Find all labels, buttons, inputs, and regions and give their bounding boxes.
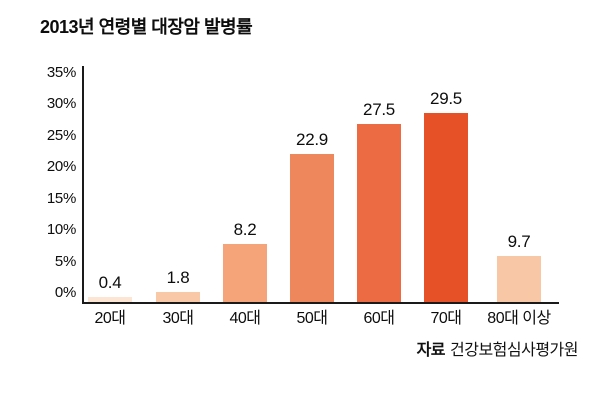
- bar-80대 이상: [497, 256, 541, 302]
- bar-value-label: 29.5: [430, 89, 462, 108]
- bar-value-label: 8.2: [233, 220, 257, 239]
- bar-value-label: 27.5: [363, 100, 395, 119]
- y-axis-tick-label: 30%: [46, 95, 76, 113]
- bar-value-label: 22.9: [296, 130, 328, 149]
- bar-value-label: 0.4: [98, 273, 122, 292]
- source-value: 건강보험심사평가원: [450, 342, 578, 359]
- bar-40대: [223, 244, 267, 302]
- y-axis-tick-label: 10%: [46, 221, 76, 239]
- x-axis-label: 20대: [94, 310, 126, 327]
- bar-value-label: 9.7: [507, 232, 531, 251]
- source-label: 자료: [416, 342, 446, 359]
- y-axis-tick-label: 25%: [46, 126, 76, 144]
- x-axis-label: 80대 이상: [487, 310, 551, 327]
- bar-30대: [156, 292, 200, 302]
- y-axis-line: [82, 66, 84, 304]
- bar-value-label: 1.8: [166, 268, 190, 287]
- y-axis-tick-label: 20%: [46, 158, 76, 176]
- x-axis-label: 50대: [296, 310, 328, 327]
- y-axis-tick-label: 15%: [46, 189, 76, 207]
- bar-60대: [357, 124, 401, 302]
- bar-50대: [290, 154, 334, 302]
- x-axis-label: 60대: [363, 310, 395, 327]
- x-axis-label: 40대: [229, 310, 261, 327]
- chart-title: 2013년 연령별 대장암 발병률: [40, 17, 253, 37]
- x-axis-label: 30대: [162, 310, 194, 327]
- bar-20대: [88, 297, 132, 302]
- x-axis-line: [82, 302, 559, 304]
- bar-70대: [424, 113, 468, 302]
- x-axis-label: 70대: [430, 310, 462, 327]
- y-axis-tick-label: 35%: [46, 64, 76, 81]
- source-note: 자료 건강보험심사평가원: [416, 336, 579, 360]
- y-axis-tick-label: 0%: [54, 284, 76, 301]
- y-axis-tick-label: 5%: [54, 252, 76, 270]
